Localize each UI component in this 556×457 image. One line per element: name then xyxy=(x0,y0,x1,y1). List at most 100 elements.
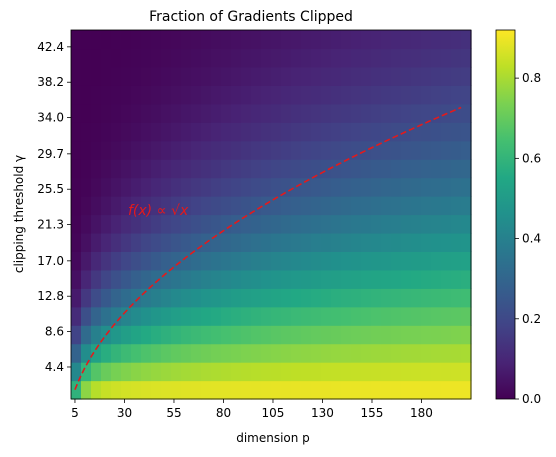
heatmap-cell xyxy=(241,85,252,105)
heatmap-cell xyxy=(211,380,222,400)
x-tick-label: 180 xyxy=(410,406,433,420)
heatmap-cell xyxy=(411,288,422,308)
heatmap-cell xyxy=(371,48,382,68)
heatmap-cell xyxy=(391,380,402,400)
heatmap-cell xyxy=(221,140,232,160)
heatmap-cell xyxy=(431,269,442,289)
heatmap-cell xyxy=(81,30,92,50)
heatmap-cell xyxy=(311,48,322,68)
heatmap-cell xyxy=(191,269,202,289)
heatmap-cell xyxy=(451,288,462,308)
heatmap-cell xyxy=(181,196,192,216)
heatmap-cell xyxy=(241,30,252,50)
heatmap-cell xyxy=(391,362,402,382)
heatmap-cell xyxy=(331,66,342,86)
heatmap-cell xyxy=(71,343,82,363)
heatmap-cell xyxy=(81,48,92,68)
heatmap-cell xyxy=(111,306,122,326)
heatmap-cell xyxy=(151,122,162,142)
heatmap-cell xyxy=(91,140,102,160)
heatmap-cell xyxy=(91,306,102,326)
heatmap-cell xyxy=(261,362,272,382)
heatmap-cell xyxy=(461,251,472,271)
heatmap-cell xyxy=(411,380,422,400)
heatmap-cell xyxy=(281,343,292,363)
heatmap-cell xyxy=(111,362,122,382)
heatmap-cell xyxy=(281,214,292,234)
heatmap-cell xyxy=(121,306,132,326)
heatmap-cell xyxy=(271,214,282,234)
heatmap-cell xyxy=(431,380,442,400)
heatmap-cell xyxy=(391,288,402,308)
heatmap-cell xyxy=(271,48,282,68)
heatmap-cell xyxy=(391,48,402,68)
heatmap-cell xyxy=(71,232,82,252)
heatmap-cell xyxy=(131,325,142,345)
heatmap-cell xyxy=(271,288,282,308)
heatmap-cell xyxy=(271,196,282,216)
heatmap-cell xyxy=(341,232,352,252)
heatmap-cell xyxy=(461,196,472,216)
heatmap-cell xyxy=(431,140,442,160)
heatmap-cell xyxy=(251,288,262,308)
heatmap-cell xyxy=(251,177,262,197)
heatmap-cell xyxy=(261,103,272,123)
colorbar-tick-label: 0.6 xyxy=(522,151,541,165)
heatmap-cell xyxy=(271,306,282,326)
heatmap-cell xyxy=(91,325,102,345)
heatmap-cell xyxy=(231,177,242,197)
heatmap-cell xyxy=(461,325,472,345)
heatmap-cell xyxy=(151,48,162,68)
heatmap-cell xyxy=(251,380,262,400)
heatmap-cell xyxy=(241,159,252,179)
heatmap-cell xyxy=(341,122,352,142)
heatmap-cell xyxy=(121,214,132,234)
heatmap-cell xyxy=(351,140,362,160)
heatmap-cell xyxy=(211,103,222,123)
heatmap-cell xyxy=(151,362,162,382)
heatmap-cell xyxy=(181,140,192,160)
heatmap-cell xyxy=(341,343,352,363)
heatmap-cell xyxy=(291,103,302,123)
heatmap-cell xyxy=(251,306,262,326)
heatmap-cell xyxy=(101,85,112,105)
heatmap-cell xyxy=(241,196,252,216)
heatmap-cell xyxy=(421,122,432,142)
heatmap-cell xyxy=(321,122,332,142)
heatmap-cell xyxy=(91,85,102,105)
heatmap-cell xyxy=(421,362,432,382)
heatmap-cell xyxy=(141,30,152,50)
heatmap-cell xyxy=(331,232,342,252)
heatmap-cell xyxy=(401,66,412,86)
heatmap-cell xyxy=(91,251,102,271)
heatmap-cell xyxy=(461,288,472,308)
heatmap-cell xyxy=(421,30,432,50)
heatmap-cell xyxy=(421,103,432,123)
heatmap-cell xyxy=(361,214,372,234)
heatmap-cell xyxy=(251,232,262,252)
heatmap-cell xyxy=(101,380,112,400)
heatmap-cell xyxy=(421,232,432,252)
heatmap-cell xyxy=(251,122,262,142)
heatmap-cell xyxy=(71,288,82,308)
heatmap-cell xyxy=(411,251,422,271)
heatmap-cell xyxy=(451,103,462,123)
colorbar-tick-label: 0.2 xyxy=(522,312,541,326)
heatmap-cell xyxy=(421,380,432,400)
heatmap-cell xyxy=(331,306,342,326)
heatmap-cell xyxy=(361,103,372,123)
heatmap-cell xyxy=(421,48,432,68)
heatmap-cell xyxy=(101,362,112,382)
heatmap-cell xyxy=(361,85,372,105)
heatmap-cell xyxy=(71,30,82,50)
heatmap-cell xyxy=(331,140,342,160)
heatmap-cell xyxy=(301,103,312,123)
heatmap-cell xyxy=(151,288,162,308)
heatmap-cell xyxy=(401,196,412,216)
heatmap-cell xyxy=(321,214,332,234)
heatmap-cell xyxy=(281,159,292,179)
heatmap-cell xyxy=(331,103,342,123)
heatmap-cell xyxy=(211,122,222,142)
heatmap-cell xyxy=(441,325,452,345)
heatmap-cell xyxy=(141,66,152,86)
